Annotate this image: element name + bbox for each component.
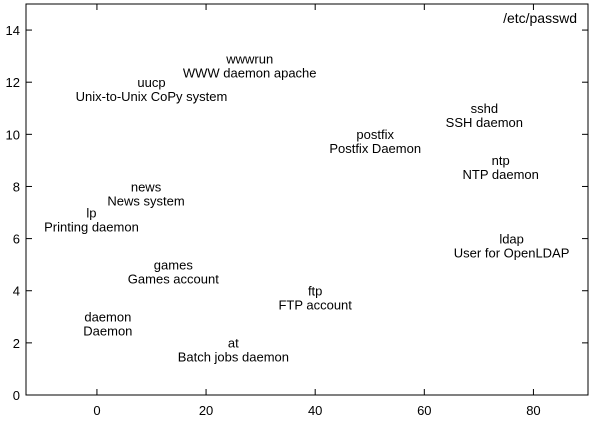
point-name-label: ftp [308,284,322,299]
y-tick-label: 10 [6,127,20,142]
point-comment-label: NTP daemon [463,167,539,182]
point-name-label: games [154,257,194,272]
point-comment-label: Postfix Daemon [329,141,421,156]
x-tick-label: 40 [308,403,322,418]
x-tick-label: 20 [199,403,213,418]
y-tick-label: 6 [13,232,20,247]
point-name-label: sshd [471,101,498,116]
plot-frame [25,3,589,396]
y-tick-label: 12 [6,75,20,90]
x-tick-label: 0 [93,403,100,418]
axis-ticks: 0 20 40 60 80 0 2 4 6 8 10 12 14 [6,4,588,418]
y-tick-label: 4 [13,284,20,299]
y-tick-label: 14 [6,23,20,38]
point-comment-label: Unix-to-Unix CoPy system [76,89,228,104]
y-tick-label: 8 [13,179,20,194]
chart-title: /etc/passwd [503,10,577,26]
point-comment-label: User for OpenLDAP [454,245,570,260]
y-tick-label: 0 [13,388,20,403]
point-name-label: news [131,179,162,194]
point-name-label: wwwrun [225,52,273,67]
point-name-label: uucp [137,75,165,90]
point-name-label: lp [86,205,96,220]
point-comment-label: Games account [128,271,219,286]
point-name-label: ntp [492,153,510,168]
x-tick-label: 80 [526,403,540,418]
point-comment-label: WWW daemon apache [183,66,317,81]
point-comment-label: Batch jobs daemon [178,350,289,365]
point-comment-label: News system [107,193,184,208]
point-comment-label: SSH daemon [446,115,523,130]
point-name-label: postfix [356,127,394,142]
point-comment-label: Printing daemon [44,219,139,234]
x-tick-label: 60 [417,403,431,418]
point-name-label: ldap [499,231,524,246]
point-comment-label: FTP account [278,298,352,313]
point-name-label: daemon [84,310,131,325]
point-comment-label: Daemon [83,324,132,339]
point-name-label: at [228,336,239,351]
y-tick-label: 2 [13,336,20,351]
